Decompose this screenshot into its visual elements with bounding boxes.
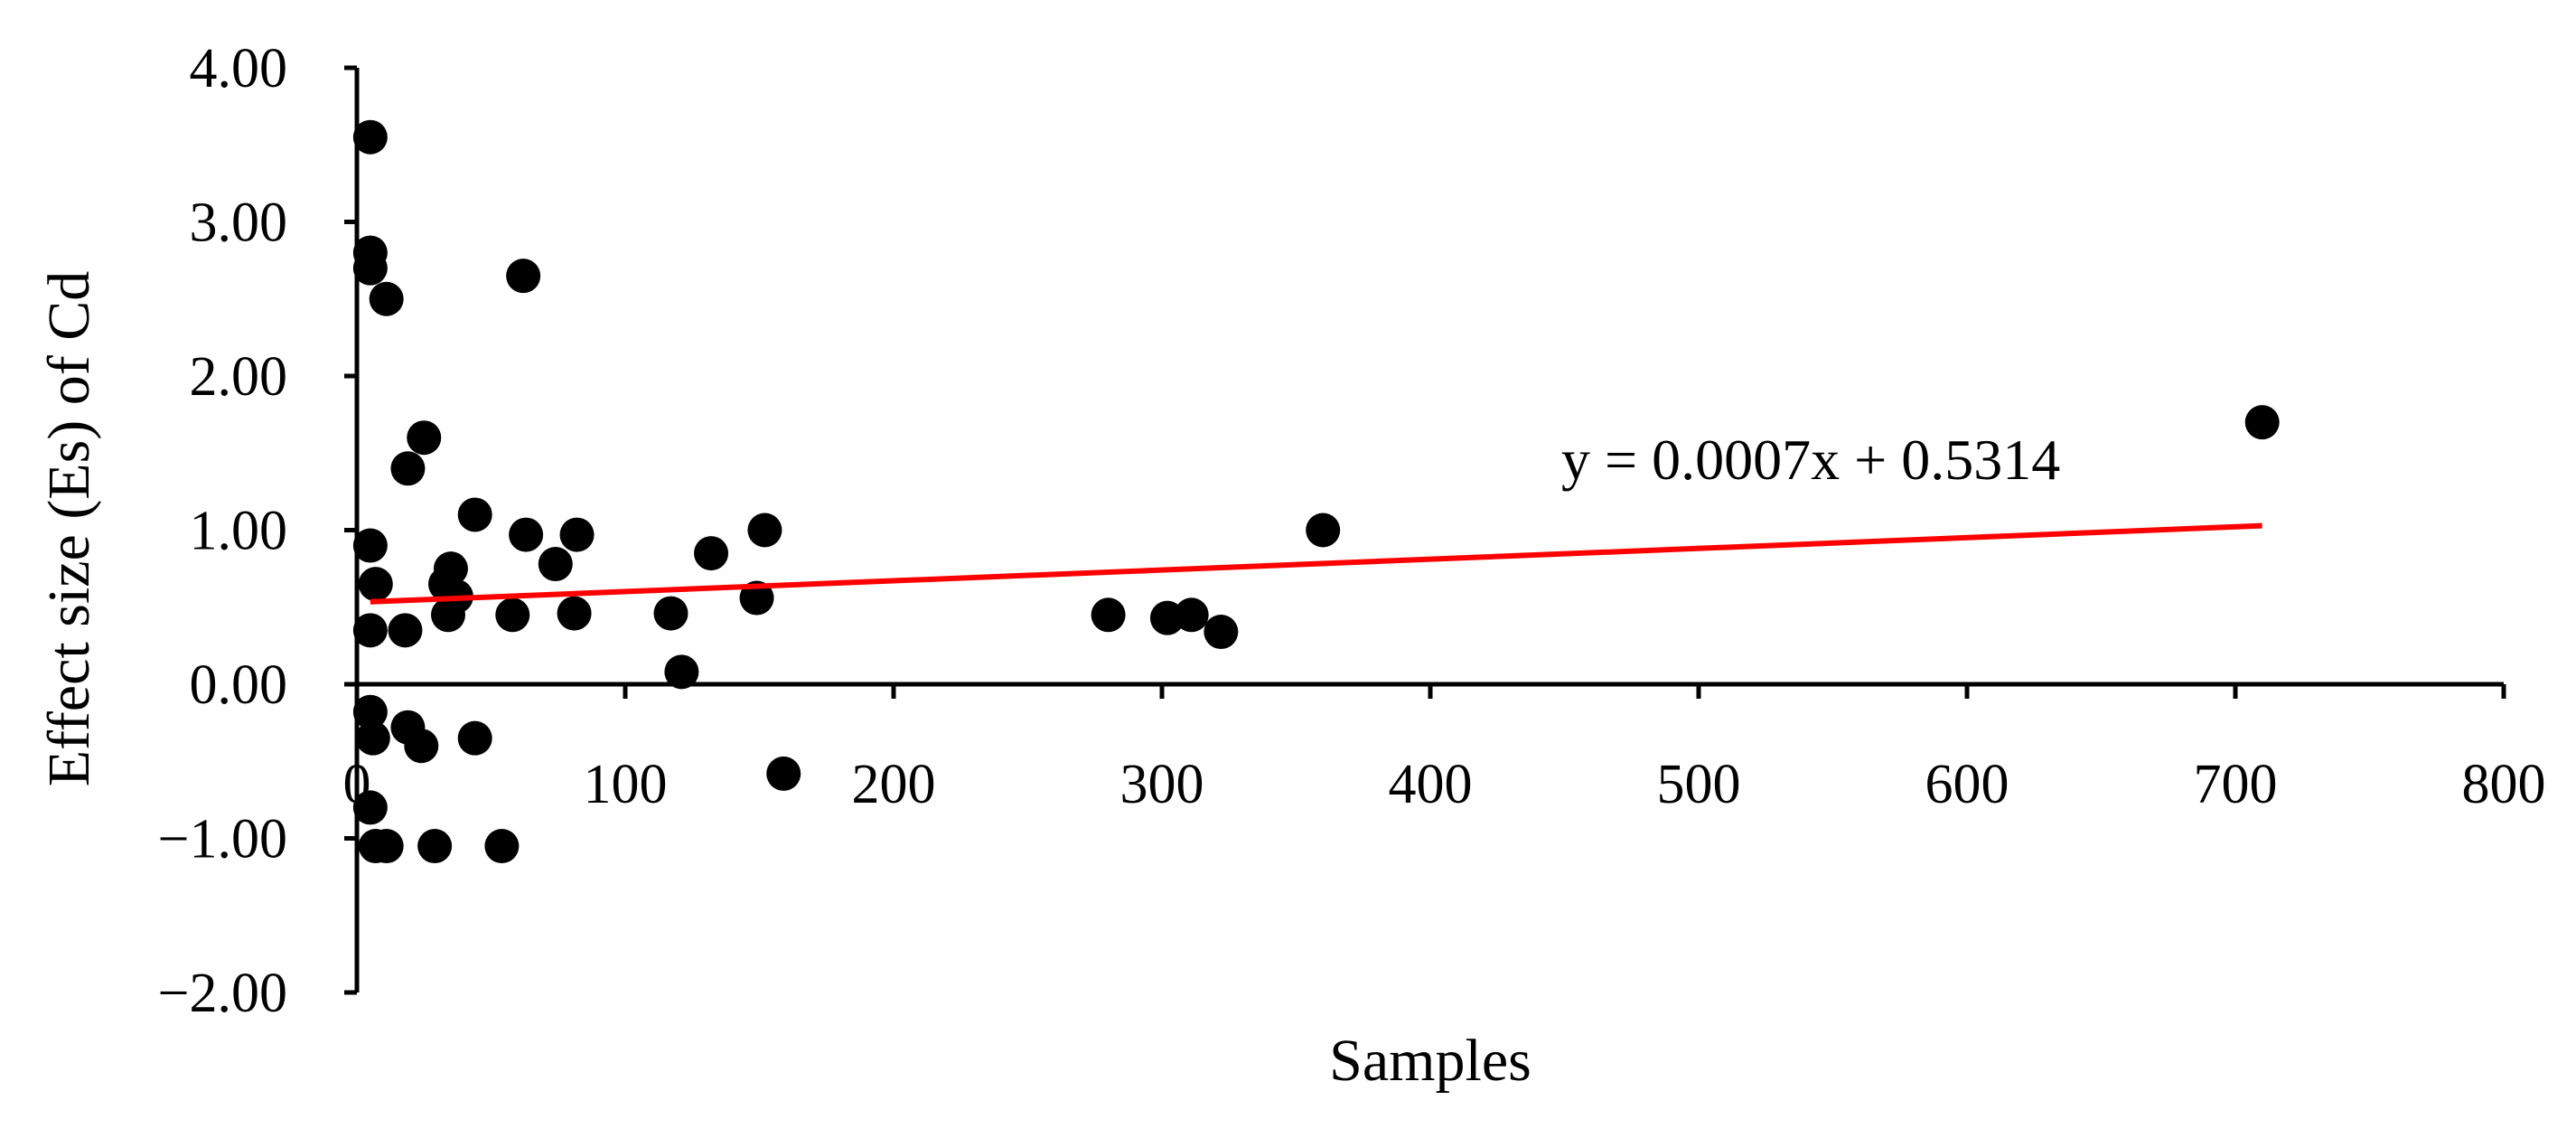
data-point [484, 829, 520, 864]
data-point [407, 420, 442, 456]
y-tick-label: 2.00 [190, 346, 288, 408]
trendline-group [370, 522, 2262, 605]
data-point [1204, 615, 1239, 650]
x-tick-label: 100 [584, 754, 668, 815]
y-axis-title: Effect size (Es) of Cd [36, 271, 102, 787]
data-point [369, 829, 404, 864]
x-axis-title: Samples [1329, 1028, 1532, 1094]
y-tick-label: 4.00 [190, 38, 288, 99]
y-tick-label: 0.00 [190, 654, 288, 716]
data-point [509, 517, 544, 552]
y-tick-label: 1.00 [190, 501, 288, 562]
data-point [352, 694, 388, 729]
data-point [390, 451, 426, 486]
x-tick-label: 400 [1389, 754, 1473, 815]
axes [344, 65, 2506, 995]
data-point [388, 613, 423, 648]
data-point [506, 259, 541, 294]
data-point [1174, 597, 1209, 633]
data-point [457, 720, 492, 756]
data-point [538, 547, 573, 582]
x-tick-label: 800 [2462, 754, 2546, 815]
data-points [352, 119, 2280, 864]
data-point [747, 513, 782, 548]
trendline [370, 522, 2262, 605]
data-point [404, 729, 439, 764]
data-point [495, 597, 530, 633]
data-point [352, 613, 388, 648]
data-point [352, 528, 388, 563]
y-axis-tick-labels: 4.00 3.00 2.00 1.00 0.00 −1.00 −2.00 [158, 38, 287, 1024]
data-point [430, 597, 465, 633]
data-point [1306, 513, 1341, 548]
data-point [653, 596, 688, 631]
trendline-equation: y = 0.0007x + 0.5314 [1561, 428, 2060, 492]
data-point [694, 536, 729, 571]
data-point [358, 567, 393, 602]
data-point [1091, 597, 1126, 633]
y-tick-label: 3.00 [190, 193, 288, 254]
x-tick-label: 200 [852, 754, 936, 815]
y-tick-label: −1.00 [158, 809, 287, 870]
x-tick-label: 500 [1657, 754, 1741, 815]
data-point [417, 829, 453, 864]
x-tick-label: 300 [1120, 754, 1204, 815]
data-point [355, 720, 390, 756]
data-point [559, 517, 595, 552]
y-tick-label: −2.00 [158, 963, 287, 1024]
data-point [664, 654, 699, 690]
data-point [2244, 405, 2280, 440]
data-point [739, 580, 774, 616]
data-point [352, 790, 388, 825]
x-tick-label: 700 [2194, 754, 2278, 815]
data-point [557, 596, 592, 631]
data-point [352, 250, 388, 286]
data-point [457, 497, 492, 532]
x-tick-label: 600 [1925, 754, 2009, 815]
data-point [352, 119, 388, 155]
data-point [369, 281, 404, 316]
data-point [766, 756, 801, 791]
data-point [433, 551, 468, 587]
